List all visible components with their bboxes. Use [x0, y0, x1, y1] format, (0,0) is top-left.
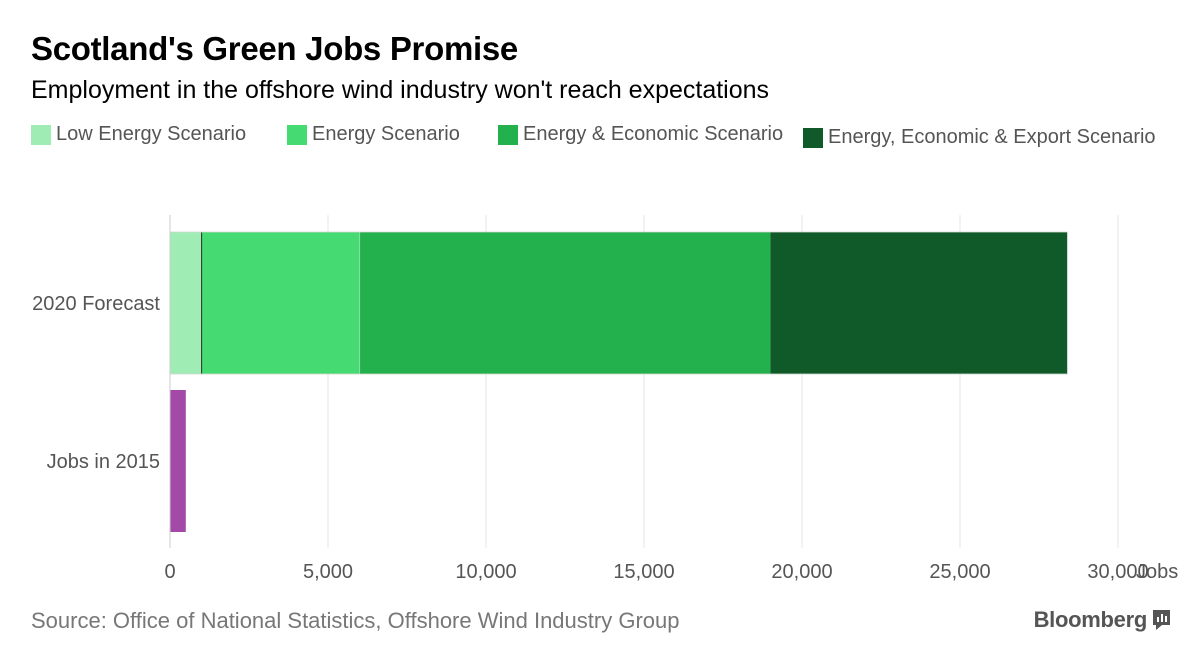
legend-label-low-energy: Low Energy Scenario	[56, 123, 247, 145]
x-tick-label-1: 5,000	[303, 561, 353, 583]
legend-swatch-low-energy	[31, 124, 51, 145]
bloomberg-icon	[1153, 610, 1170, 630]
x-tick-label-6: 30,000	[1087, 561, 1148, 583]
legend-label-energy-economic-export: Energy, Economic & Export Scenario	[828, 126, 1156, 148]
legend-item-energy-economic-export: Energy, Economic & Export Scenario	[803, 126, 1156, 149]
bar-chart: 2020 Forecast Jobs in 2015 0 5,000 10,000 15,…	[32, 215, 1178, 583]
legend-label-energy: Energy Scenario	[312, 123, 460, 145]
jobs-2015-bar	[170, 390, 186, 532]
forecast-bar-segment-0	[170, 232, 202, 374]
category-label-0: 2020 Forecast	[32, 293, 160, 315]
x-unit-label: Jobs	[1136, 561, 1178, 583]
x-tick-label-3: 15,000	[613, 561, 674, 583]
legend-swatch-energy	[287, 124, 307, 145]
forecast-bar-segment-3	[770, 232, 1068, 374]
legend-swatch-energy-economic-export	[803, 127, 823, 148]
legend-swatch-energy-economic	[498, 124, 518, 145]
x-tick-label-2: 10,000	[455, 561, 516, 583]
forecast-bar-segment-2	[359, 232, 771, 374]
brand-logo: Bloomberg	[1034, 607, 1170, 633]
x-tick-label-5: 25,000	[929, 561, 990, 583]
legend-item-energy-economic: Energy & Economic Scenario	[498, 123, 783, 146]
category-label-1: Jobs in 2015	[47, 451, 160, 473]
x-tick-label-4: 20,000	[771, 561, 832, 583]
legend-item-low-energy: Low Energy Scenario	[31, 123, 246, 146]
chart-subtitle: Employment in the offshore wind industry…	[31, 76, 770, 104]
legend-item-energy: Energy Scenario	[287, 123, 460, 146]
source-note: Source: Office of National Statistics, O…	[31, 608, 680, 633]
brand-name: Bloomberg	[1033, 607, 1148, 632]
chart-title: Scotland's Green Jobs Promise	[31, 30, 518, 67]
x-tick-label-0: 0	[164, 561, 175, 583]
forecast-bar-segment-1	[201, 232, 360, 374]
legend-label-energy-economic: Energy & Economic Scenario	[523, 123, 784, 145]
